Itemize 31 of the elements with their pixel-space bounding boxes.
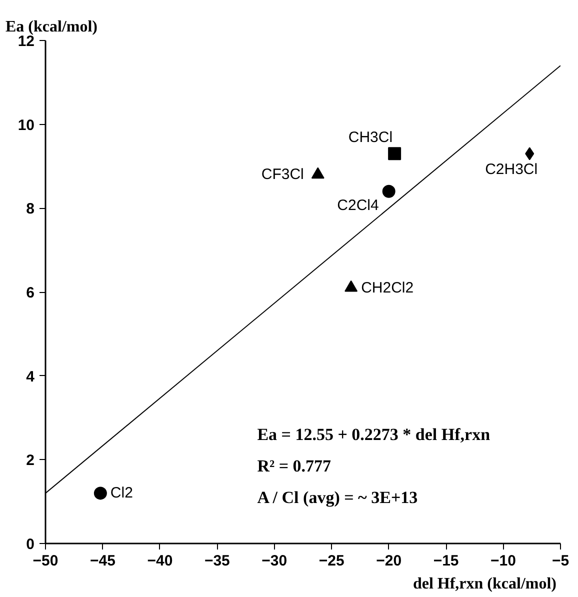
point xyxy=(388,147,402,160)
x-tick-label: −35 xyxy=(204,552,230,570)
point xyxy=(382,184,396,198)
y-tick-label: 10 xyxy=(18,116,35,134)
annotation: C2Cl4 xyxy=(337,196,379,214)
y-tick-label: 8 xyxy=(26,200,34,218)
point xyxy=(525,147,534,160)
y-tick-label: 0 xyxy=(26,536,34,553)
y-tick-label: 2 xyxy=(26,452,34,470)
annotation: Cl2 xyxy=(110,484,133,502)
annotation: CF3Cl xyxy=(261,166,304,184)
x-tick-label: −10 xyxy=(490,552,516,570)
y-tick-label: 4 xyxy=(26,368,36,386)
annotation: CH3Cl xyxy=(348,129,393,146)
x-tick-label: −25 xyxy=(318,552,344,570)
x-tick-label: −50 xyxy=(32,552,58,570)
annotation: R² = 0.777 xyxy=(257,456,332,476)
annotation: Ea = 12.55 + 0.2273 * del Hf,rxn xyxy=(257,425,491,444)
x-tick-label: −45 xyxy=(90,552,116,570)
x-tick-label: −20 xyxy=(376,552,402,570)
point xyxy=(94,486,107,500)
x-tick-label: −5 xyxy=(552,552,570,570)
annotation: A / Cl (avg) = ~ 3E+13 xyxy=(257,488,418,507)
x-tick-label: −30 xyxy=(262,552,288,570)
annotation: C2H3Cl xyxy=(485,161,538,178)
x-tick-label: −15 xyxy=(433,552,459,570)
y-tick-label: 6 xyxy=(26,284,34,302)
x-tick-label: −40 xyxy=(147,552,173,570)
annotation: CH2Cl2 xyxy=(361,279,414,296)
x-axis-title: del Hf,rxn (kcal/mol) xyxy=(412,576,557,592)
y-axis-title: Ea (kcal/mol) xyxy=(6,18,98,36)
